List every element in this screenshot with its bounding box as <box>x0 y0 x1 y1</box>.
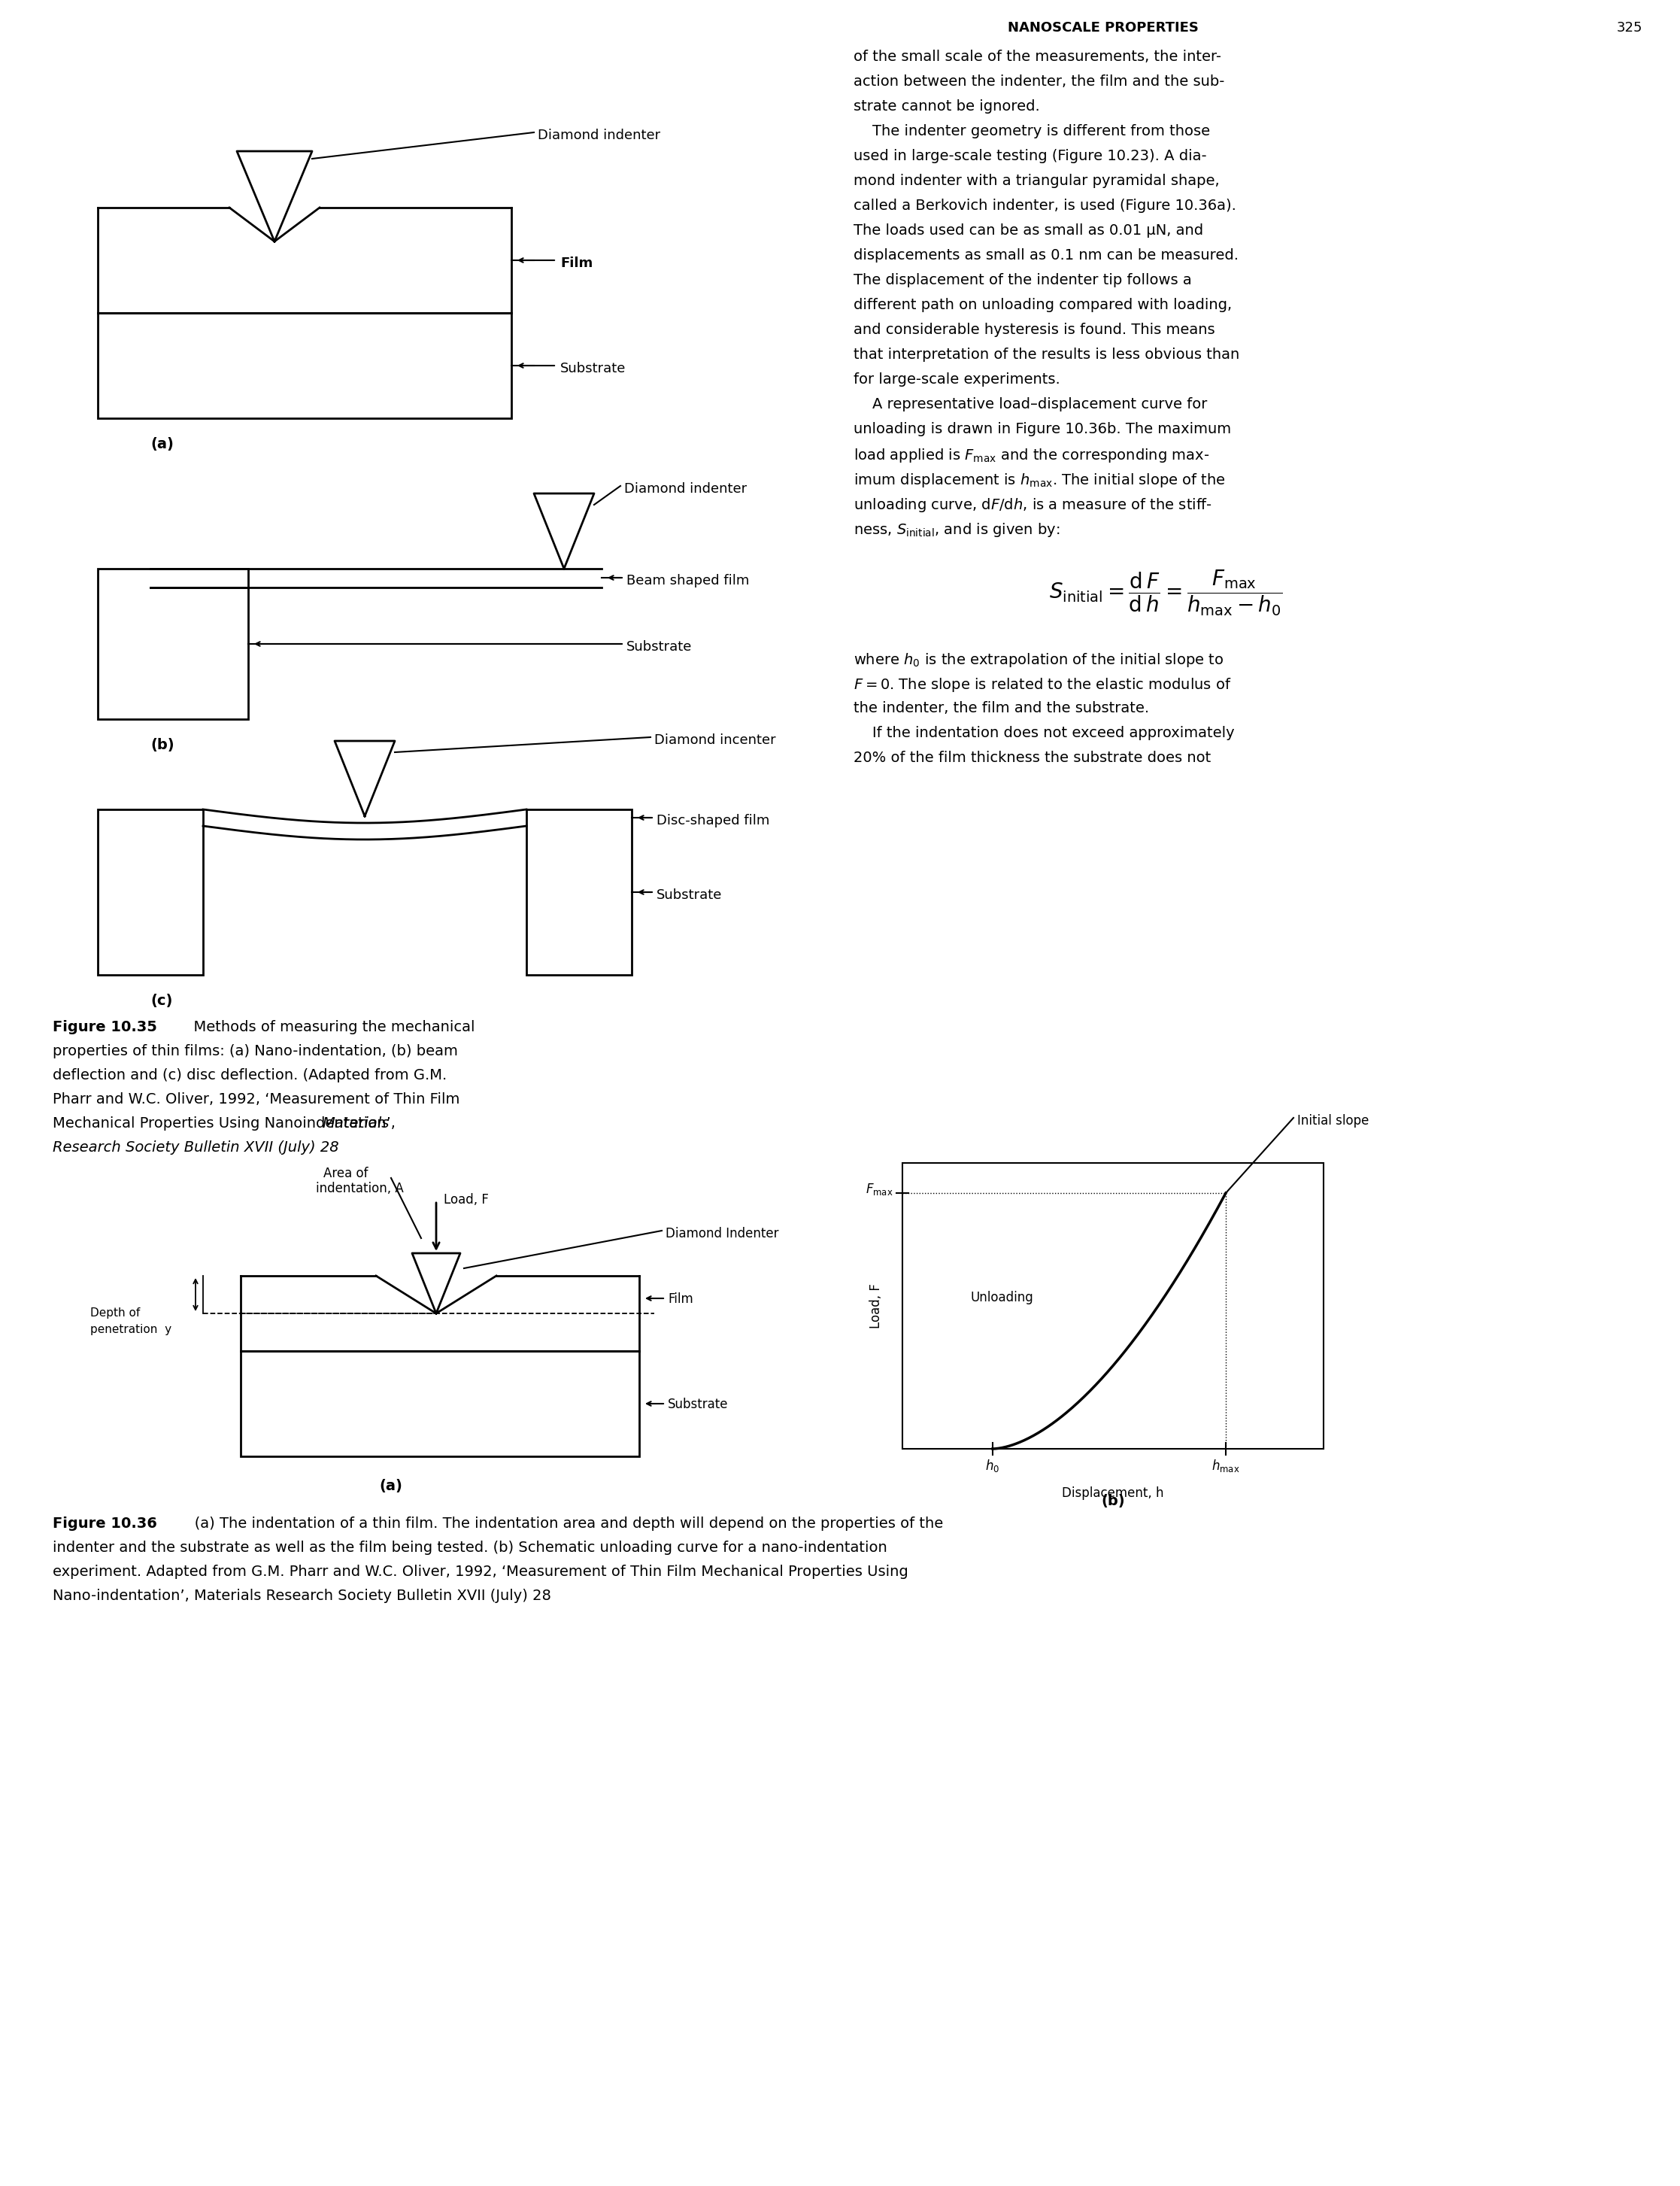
Text: Figure 10.35: Figure 10.35 <box>52 1021 156 1034</box>
Text: Mechanical Properties Using Nanoindentation’,: Mechanical Properties Using Nanoindentat… <box>52 1117 400 1130</box>
Text: called a Berkovich indenter, is used (Figure 10.36a).: called a Berkovich indenter, is used (Fi… <box>853 199 1236 212</box>
Text: Diamond incenter: Diamond incenter <box>654 734 776 748</box>
Text: Pharr and W.C. Oliver, 1992, ‘Measurement of Thin Film: Pharr and W.C. Oliver, 1992, ‘Measuremen… <box>52 1093 460 1106</box>
Polygon shape <box>534 494 595 568</box>
Text: displacements as small as 0.1 nm can be measured.: displacements as small as 0.1 nm can be … <box>853 249 1238 262</box>
Bar <box>526 809 632 975</box>
Text: deflection and (c) disc deflection. (Adapted from G.M.: deflection and (c) disc deflection. (Ada… <box>52 1069 447 1082</box>
Text: for large-scale experiments.: for large-scale experiments. <box>853 372 1060 387</box>
Text: Substrate: Substrate <box>657 888 722 903</box>
Text: Load, F: Load, F <box>869 1283 884 1329</box>
Text: different path on unloading compared with loading,: different path on unloading compared wit… <box>853 297 1231 313</box>
Text: Diamond Indenter: Diamond Indenter <box>665 1226 780 1239</box>
Text: Materials: Materials <box>323 1117 390 1130</box>
Text: Depth of: Depth of <box>91 1307 139 1318</box>
Text: Initial slope: Initial slope <box>1297 1115 1369 1128</box>
Text: ness, $S_{\mathrm{initial}}$, and is given by:: ness, $S_{\mathrm{initial}}$, and is giv… <box>853 520 1060 538</box>
Text: Load, F: Load, F <box>444 1194 489 1207</box>
Text: properties of thin films: (a) Nano-indentation, (b) beam: properties of thin films: (a) Nano-inden… <box>52 1045 459 1058</box>
Text: A representative load–displacement curve for: A representative load–displacement curve… <box>853 398 1208 411</box>
Bar <box>902 1163 1324 1449</box>
Text: Diamond indenter: Diamond indenter <box>625 483 748 496</box>
Text: Area of: Area of <box>323 1167 368 1180</box>
Bar <box>97 568 249 719</box>
Text: used in large-scale testing (Figure 10.23). A dia-: used in large-scale testing (Figure 10.2… <box>853 149 1206 164</box>
Text: $h_0$: $h_0$ <box>986 1458 1000 1473</box>
Bar <box>240 1351 638 1456</box>
Text: $F_{\mathrm{max}}$: $F_{\mathrm{max}}$ <box>865 1183 894 1196</box>
Text: unloading is drawn in Figure 10.36b. The maximum: unloading is drawn in Figure 10.36b. The… <box>853 422 1231 437</box>
Text: penetration  y: penetration y <box>91 1325 171 1336</box>
Text: $h_{\mathrm{max}}$: $h_{\mathrm{max}}$ <box>1211 1458 1240 1473</box>
Text: Substrate: Substrate <box>627 640 692 654</box>
Text: (c): (c) <box>151 995 173 1008</box>
Text: The displacement of the indenter tip follows a: The displacement of the indenter tip fol… <box>853 273 1191 286</box>
Text: 325: 325 <box>1616 22 1643 35</box>
Text: Film: Film <box>667 1292 694 1305</box>
Text: (a): (a) <box>380 1480 403 1493</box>
Text: Diamond indenter: Diamond indenter <box>538 129 660 142</box>
Text: Displacement, h: Displacement, h <box>1062 1486 1164 1500</box>
Text: Film: Film <box>559 256 593 271</box>
Text: indentation, A: indentation, A <box>316 1183 403 1196</box>
Text: action between the indenter, the film and the sub-: action between the indenter, the film an… <box>853 74 1225 90</box>
Polygon shape <box>237 151 312 240</box>
Text: (b): (b) <box>151 739 175 752</box>
Bar <box>97 313 511 418</box>
Text: that interpretation of the results is less obvious than: that interpretation of the results is le… <box>853 348 1240 363</box>
Text: load applied is $F_{\mathrm{max}}$ and the corresponding max-: load applied is $F_{\mathrm{max}}$ and t… <box>853 446 1210 463</box>
Text: NANOSCALE PROPERTIES: NANOSCALE PROPERTIES <box>1008 22 1198 35</box>
Text: $F = 0$. The slope is related to the elastic modulus of: $F = 0$. The slope is related to the ela… <box>853 675 1231 693</box>
Text: The indenter geometry is different from those: The indenter geometry is different from … <box>853 125 1210 138</box>
Text: of the small scale of the measurements, the inter-: of the small scale of the measurements, … <box>853 50 1221 63</box>
Text: Beam shaped film: Beam shaped film <box>627 575 749 588</box>
Text: where $h_0$ is the extrapolation of the initial slope to: where $h_0$ is the extrapolation of the … <box>853 651 1223 669</box>
Text: Unloading: Unloading <box>969 1292 1033 1305</box>
Text: Disc-shaped film: Disc-shaped film <box>657 813 769 828</box>
Polygon shape <box>412 1253 460 1314</box>
Text: Research Society Bulletin XVII (July) 28: Research Society Bulletin XVII (July) 28 <box>52 1141 339 1154</box>
Text: If the indentation does not exceed approximately: If the indentation does not exceed appro… <box>853 726 1235 741</box>
Text: imum displacement is $h_{\mathrm{max}}$. The initial slope of the: imum displacement is $h_{\mathrm{max}}$.… <box>853 472 1226 490</box>
Text: strate cannot be ignored.: strate cannot be ignored. <box>853 98 1040 114</box>
Text: and considerable hysteresis is found. This means: and considerable hysteresis is found. Th… <box>853 324 1215 337</box>
Text: Methods of measuring the mechanical: Methods of measuring the mechanical <box>185 1021 475 1034</box>
Text: indenter and the substrate as well as the film being tested. (b) Schematic unloa: indenter and the substrate as well as th… <box>52 1541 887 1554</box>
Text: Substrate: Substrate <box>667 1397 729 1412</box>
Text: 20% of the film thickness the substrate does not: 20% of the film thickness the substrate … <box>853 750 1211 765</box>
Text: the indenter, the film and the substrate.: the indenter, the film and the substrate… <box>853 702 1149 715</box>
Text: Figure 10.36: Figure 10.36 <box>52 1517 156 1530</box>
Text: Substrate: Substrate <box>559 363 627 376</box>
Text: mond indenter with a triangular pyramidal shape,: mond indenter with a triangular pyramida… <box>853 173 1220 188</box>
Polygon shape <box>334 741 395 815</box>
Text: (b): (b) <box>1100 1493 1126 1508</box>
Text: Nano-indentation’, Materials Research Society Bulletin XVII (July) 28: Nano-indentation’, Materials Research So… <box>52 1589 551 1602</box>
Text: (a): (a) <box>151 437 173 450</box>
Text: $S_{\mathrm{initial}} = \dfrac{\mathrm{d}\,F}{\mathrm{d}\,h} = \dfrac{F_{\mathrm: $S_{\mathrm{initial}} = \dfrac{\mathrm{d… <box>1048 568 1282 619</box>
Text: experiment. Adapted from G.M. Pharr and W.C. Oliver, 1992, ‘Measurement of Thin : experiment. Adapted from G.M. Pharr and … <box>52 1565 909 1578</box>
Text: The loads used can be as small as 0.01 μN, and: The loads used can be as small as 0.01 μ… <box>853 223 1203 238</box>
Text: (a) The indentation of a thin film. The indentation area and depth will depend o: (a) The indentation of a thin film. The … <box>180 1517 942 1530</box>
Text: unloading curve, d$F$/d$h$, is a measure of the stiff-: unloading curve, d$F$/d$h$, is a measure… <box>853 496 1213 514</box>
Bar <box>97 809 203 975</box>
